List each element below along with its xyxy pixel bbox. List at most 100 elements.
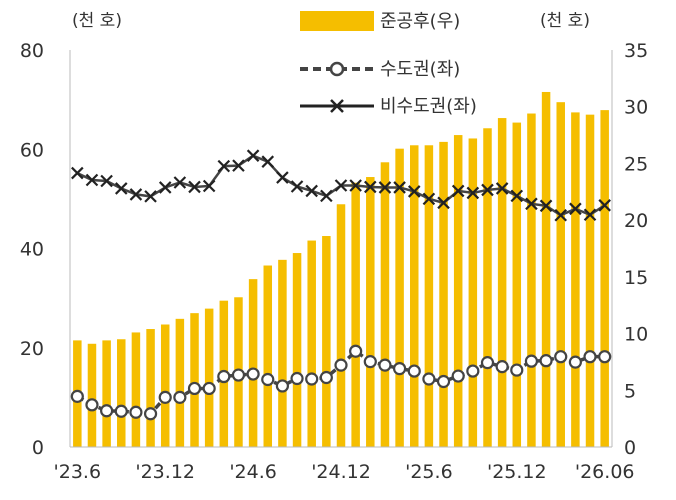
capital-point xyxy=(85,398,99,412)
capital-point xyxy=(436,374,451,389)
bar xyxy=(351,182,360,447)
noncapital-point xyxy=(481,183,494,197)
x-tick-label: '24.6 xyxy=(229,461,277,483)
capital-point xyxy=(100,404,114,418)
noncapital-point xyxy=(437,196,450,210)
capital-point xyxy=(231,368,246,382)
axis-ticks: 0 20 40 60 80 0 5 10 15 20 25 30 35 '23.6 '23.12 '24.6 '… xyxy=(20,40,648,483)
noncapital-point xyxy=(334,179,348,192)
noncapital-point xyxy=(276,171,289,184)
capital-point xyxy=(246,367,260,381)
noncapital-point xyxy=(525,197,538,211)
bar xyxy=(395,148,404,447)
bar xyxy=(263,265,273,447)
bar xyxy=(87,343,97,447)
capital-point xyxy=(334,358,348,372)
capital-point xyxy=(275,379,290,393)
y-right-tick-label: 25 xyxy=(624,153,648,175)
bar xyxy=(453,135,463,447)
bar xyxy=(322,236,331,447)
bar xyxy=(190,313,199,447)
capital-point xyxy=(261,372,275,387)
capital-point xyxy=(187,381,202,396)
noncapital-point xyxy=(290,180,304,193)
capital-point xyxy=(363,355,377,369)
capital-point xyxy=(349,344,363,358)
bar xyxy=(336,204,346,447)
noncapital-point xyxy=(393,181,406,194)
noncapital-point xyxy=(495,182,509,195)
bar xyxy=(307,240,316,447)
y-right-tick-label: 30 xyxy=(624,97,648,119)
bar xyxy=(204,308,214,447)
x-tick-label: '25.12 xyxy=(487,461,547,483)
noncapital-point xyxy=(158,181,172,194)
capital-point xyxy=(305,372,319,386)
bar xyxy=(160,324,170,447)
noncapital-point xyxy=(539,199,553,213)
noncapital-point xyxy=(246,149,260,162)
noncapital-point xyxy=(349,179,362,192)
noncapital-point xyxy=(261,155,275,168)
noncapital-point xyxy=(305,184,318,198)
noncapital-point xyxy=(85,173,99,187)
noncapital-point xyxy=(71,166,84,180)
capital-point xyxy=(422,372,436,386)
legend-swatch-capital-marker xyxy=(329,61,345,77)
capital-point xyxy=(70,389,84,403)
x-tick-label: '23.6 xyxy=(54,461,102,483)
capital-point xyxy=(319,370,333,385)
noncapital-point xyxy=(217,159,231,173)
legend-label-noncapital: 비수도권(좌) xyxy=(380,96,477,117)
capital-point xyxy=(539,354,553,368)
noncapital-point xyxy=(378,181,392,194)
bar xyxy=(248,279,258,447)
noncapital-point xyxy=(510,189,524,203)
noncapital-point xyxy=(202,179,216,193)
y-left-tick-label: 0 xyxy=(32,437,44,459)
capital-point xyxy=(583,350,597,364)
bar xyxy=(585,114,595,448)
noncapital-point xyxy=(320,189,333,203)
capital-point xyxy=(568,355,582,369)
noncapital-point xyxy=(232,159,245,172)
bar xyxy=(366,177,375,448)
bar xyxy=(146,329,155,447)
capital-point xyxy=(290,371,304,386)
bar xyxy=(571,112,580,447)
noncapital-point xyxy=(598,199,611,212)
capital-point xyxy=(114,404,128,418)
bar xyxy=(102,340,111,447)
capital-point xyxy=(480,356,495,370)
capital-point xyxy=(378,358,392,372)
legend: 준공후(우) 수도권(좌) 비수도권(좌) xyxy=(300,11,477,117)
capital-point xyxy=(407,364,421,378)
line-markers xyxy=(70,149,612,421)
x-tick-label: '26.06 xyxy=(575,461,635,483)
bar xyxy=(527,113,536,448)
bar xyxy=(117,339,126,447)
capital-point xyxy=(158,390,172,404)
capital-point xyxy=(598,350,612,364)
capital-point xyxy=(495,360,509,374)
bar xyxy=(468,138,478,447)
y-right-tick-label: 20 xyxy=(624,210,648,232)
noncapital-point xyxy=(583,208,597,222)
bar xyxy=(541,91,551,447)
noncapital-point xyxy=(554,208,568,222)
bar xyxy=(600,110,609,448)
capital-point xyxy=(451,369,465,383)
noncapital-point xyxy=(100,174,113,188)
noncapital-point xyxy=(114,182,128,195)
x-tick-label: '25.6 xyxy=(405,461,453,483)
bar xyxy=(278,259,287,447)
legend-swatch-bar xyxy=(300,11,374,31)
y-left-tick-label: 80 xyxy=(20,40,44,62)
legend-swatch-noncapital-marker xyxy=(330,99,344,113)
noncapital-point xyxy=(144,190,157,203)
capital-point xyxy=(392,361,407,376)
noncapital-point xyxy=(569,202,582,216)
noncapital-point xyxy=(173,176,187,189)
bar xyxy=(512,122,522,447)
